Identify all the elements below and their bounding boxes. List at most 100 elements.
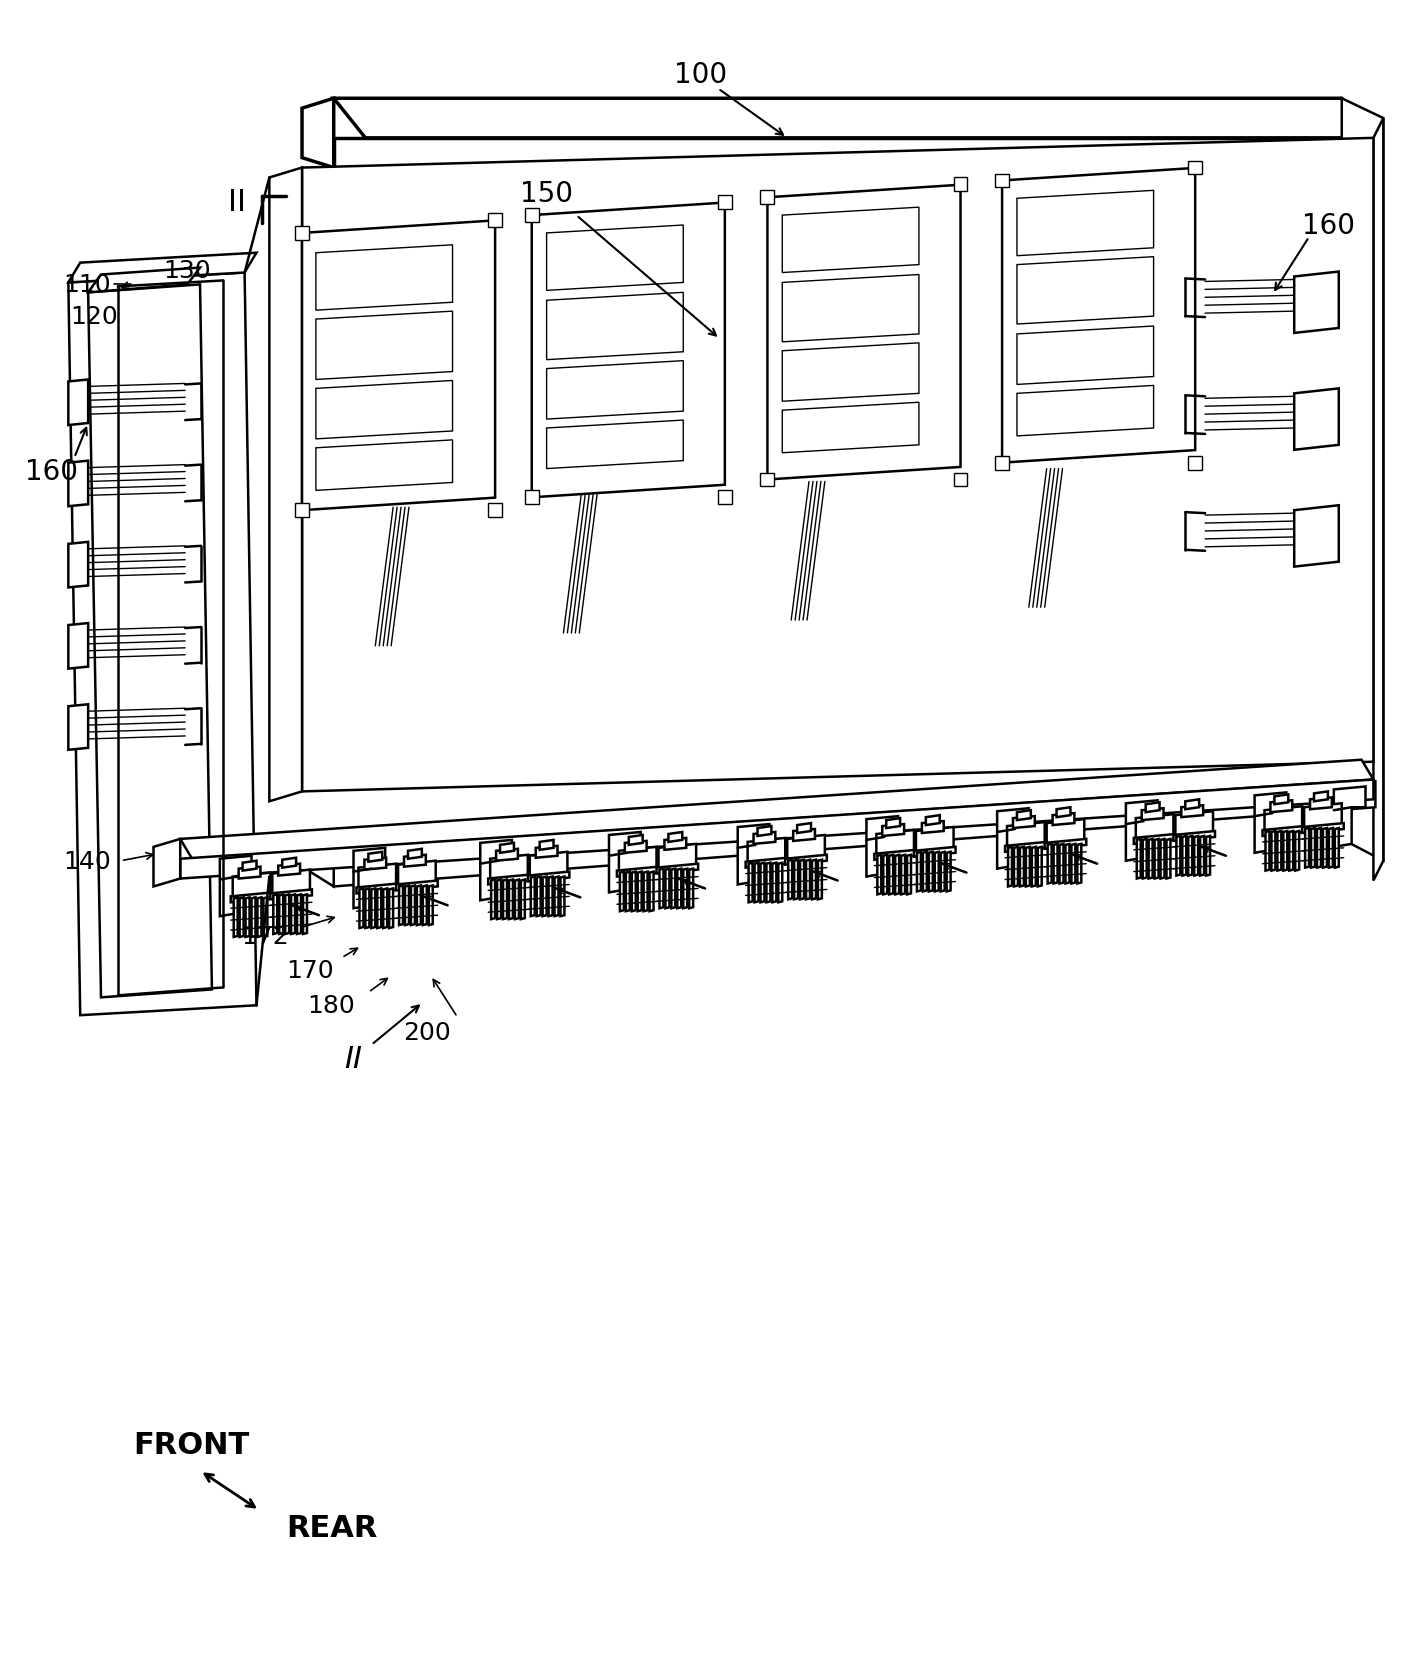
Polygon shape — [488, 215, 502, 228]
Polygon shape — [922, 822, 943, 834]
Polygon shape — [245, 899, 250, 937]
Polygon shape — [359, 864, 396, 892]
Polygon shape — [953, 178, 967, 193]
Polygon shape — [908, 855, 910, 895]
Polygon shape — [1134, 834, 1176, 844]
Polygon shape — [794, 860, 798, 900]
Polygon shape — [1078, 844, 1082, 884]
Polygon shape — [1005, 842, 1046, 852]
Polygon shape — [279, 895, 284, 935]
Polygon shape — [659, 869, 664, 909]
Polygon shape — [481, 840, 512, 900]
Polygon shape — [1314, 792, 1327, 802]
Polygon shape — [875, 850, 916, 860]
Polygon shape — [895, 855, 899, 895]
Polygon shape — [1295, 273, 1339, 334]
Polygon shape — [632, 872, 635, 912]
Polygon shape — [1185, 800, 1200, 810]
Polygon shape — [1014, 847, 1018, 887]
Polygon shape — [1017, 258, 1154, 324]
Polygon shape — [68, 706, 88, 750]
Polygon shape — [917, 852, 920, 892]
Polygon shape — [530, 852, 567, 880]
Polygon shape — [1289, 832, 1293, 870]
Polygon shape — [915, 847, 956, 857]
Polygon shape — [180, 780, 1374, 879]
Polygon shape — [1323, 829, 1327, 869]
Polygon shape — [68, 542, 88, 587]
Polygon shape — [1295, 389, 1339, 451]
Polygon shape — [1255, 794, 1286, 854]
Text: 200: 200 — [403, 1020, 451, 1045]
Polygon shape — [786, 855, 827, 865]
Polygon shape — [882, 825, 905, 837]
Polygon shape — [398, 885, 403, 925]
Polygon shape — [1038, 847, 1042, 887]
Text: FRONT: FRONT — [133, 1431, 250, 1459]
Polygon shape — [298, 895, 301, 935]
Polygon shape — [88, 268, 200, 293]
Polygon shape — [1017, 326, 1154, 384]
Polygon shape — [233, 874, 271, 900]
Polygon shape — [1177, 837, 1180, 875]
Polygon shape — [1141, 809, 1164, 820]
Polygon shape — [302, 100, 333, 168]
Polygon shape — [1278, 832, 1282, 870]
Polygon shape — [269, 168, 302, 802]
Polygon shape — [509, 880, 513, 920]
Polygon shape — [788, 860, 793, 900]
Polygon shape — [1181, 805, 1202, 817]
Polygon shape — [818, 860, 822, 900]
Text: II: II — [228, 188, 245, 216]
Polygon shape — [767, 864, 770, 904]
Polygon shape — [295, 504, 309, 518]
Polygon shape — [1003, 168, 1195, 463]
Polygon shape — [560, 877, 564, 917]
Polygon shape — [333, 782, 1375, 887]
Polygon shape — [68, 253, 257, 283]
Polygon shape — [1341, 100, 1384, 862]
Polygon shape — [625, 842, 647, 854]
Polygon shape — [1334, 829, 1339, 869]
Text: 140: 140 — [64, 849, 111, 874]
Polygon shape — [1183, 837, 1187, 875]
Polygon shape — [488, 875, 530, 885]
Polygon shape — [530, 877, 535, 917]
Polygon shape — [238, 867, 261, 879]
Polygon shape — [406, 885, 408, 925]
Polygon shape — [787, 835, 825, 864]
Text: REAR: REAR — [286, 1513, 377, 1541]
Polygon shape — [356, 884, 398, 894]
Polygon shape — [1059, 844, 1064, 884]
Text: 180: 180 — [308, 993, 356, 1018]
Polygon shape — [546, 293, 683, 361]
Polygon shape — [383, 889, 387, 929]
Polygon shape — [316, 381, 452, 439]
Polygon shape — [617, 867, 658, 877]
Polygon shape — [747, 839, 786, 867]
Polygon shape — [1295, 506, 1339, 567]
Polygon shape — [316, 246, 452, 311]
Polygon shape — [783, 275, 919, 343]
Polygon shape — [1056, 807, 1071, 817]
Polygon shape — [1265, 807, 1302, 834]
Polygon shape — [316, 311, 452, 381]
Polygon shape — [618, 847, 657, 875]
Polygon shape — [876, 830, 915, 859]
Polygon shape — [1374, 120, 1384, 880]
Polygon shape — [364, 859, 386, 870]
Polygon shape — [1207, 837, 1210, 875]
Polygon shape — [783, 403, 919, 454]
Polygon shape — [1052, 814, 1075, 825]
Polygon shape — [995, 175, 1010, 188]
Polygon shape — [496, 849, 518, 862]
Polygon shape — [242, 862, 257, 870]
Polygon shape — [757, 827, 771, 837]
Polygon shape — [488, 504, 502, 518]
Polygon shape — [180, 760, 1374, 859]
Polygon shape — [1188, 161, 1202, 175]
Polygon shape — [940, 852, 944, 892]
Polygon shape — [333, 100, 1374, 138]
Polygon shape — [316, 441, 452, 491]
Polygon shape — [532, 203, 725, 498]
